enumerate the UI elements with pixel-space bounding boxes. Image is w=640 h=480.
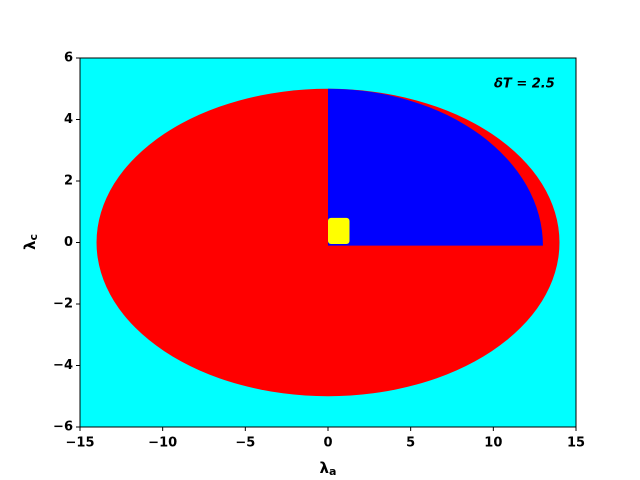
x-tick-label: −15 [66, 436, 95, 451]
y-tick-label: −4 [53, 358, 73, 373]
y-tick-label: 2 [64, 174, 73, 189]
annotation: δT = 2.5 [494, 77, 555, 92]
x-label-base: λ [320, 459, 330, 477]
x-axis-label: λa [320, 459, 337, 479]
y-tick-label: 0 [64, 235, 73, 250]
y-tick-label: −6 [53, 420, 73, 435]
y-label-sub: c [27, 234, 40, 241]
y-tick-label: 6 [64, 51, 73, 66]
x-tick-label: −10 [148, 436, 177, 451]
region-rect [328, 217, 350, 245]
y-axis-label: λc [21, 234, 41, 250]
x-tick-label: 10 [484, 436, 502, 451]
region-quarter [328, 88, 543, 246]
y-tick-label: −2 [53, 297, 73, 312]
x-label-sub: a [329, 465, 336, 478]
x-tick-label: 15 [567, 436, 585, 451]
x-tick-label: 0 [323, 436, 332, 451]
x-tick-label: 5 [406, 436, 415, 451]
x-tick-label: −5 [235, 436, 255, 451]
y-label-base: λ [21, 240, 39, 250]
y-tick-label: 4 [64, 112, 73, 127]
